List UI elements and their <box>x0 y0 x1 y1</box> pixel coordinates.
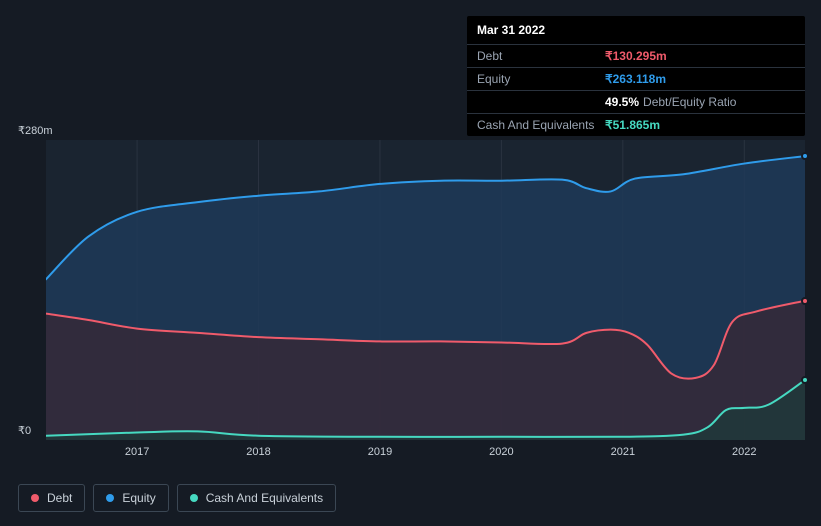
legend-label: Debt <box>47 491 72 505</box>
series-end-marker <box>801 376 809 384</box>
tooltip-row-value: 49.5%Debt/Equity Ratio <box>605 95 736 109</box>
chart-area: ₹280m ₹0 2017 2018 2019 2020 2021 2022 <box>18 120 805 460</box>
series-end-marker <box>801 297 809 305</box>
x-axis-tick-label: 2020 <box>489 446 513 458</box>
tooltip-row-label: Debt <box>477 49 605 63</box>
plot-region[interactable] <box>46 140 805 440</box>
x-axis-tick-label: 2017 <box>125 446 149 458</box>
x-axis-tick-label: 2019 <box>368 446 392 458</box>
tooltip-row: 49.5%Debt/Equity Ratio <box>467 91 805 114</box>
tooltip-row-value: ₹263.118m <box>605 72 666 86</box>
tooltip-row-label: Equity <box>477 72 605 86</box>
tooltip-row: Debt₹130.295m <box>467 45 805 68</box>
y-axis-min-label: ₹0 <box>18 424 31 437</box>
legend-dot-icon <box>31 494 39 502</box>
series-end-marker <box>801 152 809 160</box>
tooltip-row-label <box>477 95 605 109</box>
legend-label: Cash And Equivalents <box>206 491 323 505</box>
x-axis-tick-label: 2022 <box>732 446 756 458</box>
legend-item[interactable]: Debt <box>18 484 85 512</box>
legend-label: Equity <box>122 491 155 505</box>
y-axis-max-label: ₹280m <box>18 124 53 137</box>
legend-item[interactable]: Cash And Equivalents <box>177 484 336 512</box>
tooltip-row: Equity₹263.118m <box>467 68 805 91</box>
tooltip-panel: Mar 31 2022 Debt₹130.295mEquity₹263.118m… <box>467 16 805 136</box>
legend-item[interactable]: Equity <box>93 484 168 512</box>
tooltip-row-value: ₹130.295m <box>605 49 667 63</box>
x-axis-tick-label: 2018 <box>246 446 270 458</box>
legend-dot-icon <box>106 494 114 502</box>
tooltip-date: Mar 31 2022 <box>467 16 805 45</box>
tooltip-row-sublabel: Debt/Equity Ratio <box>643 95 736 109</box>
legend: Debt Equity Cash And Equivalents <box>18 484 336 512</box>
x-axis-tick-label: 2021 <box>611 446 635 458</box>
legend-dot-icon <box>190 494 198 502</box>
x-axis: 2017 2018 2019 2020 2021 2022 <box>46 446 805 464</box>
